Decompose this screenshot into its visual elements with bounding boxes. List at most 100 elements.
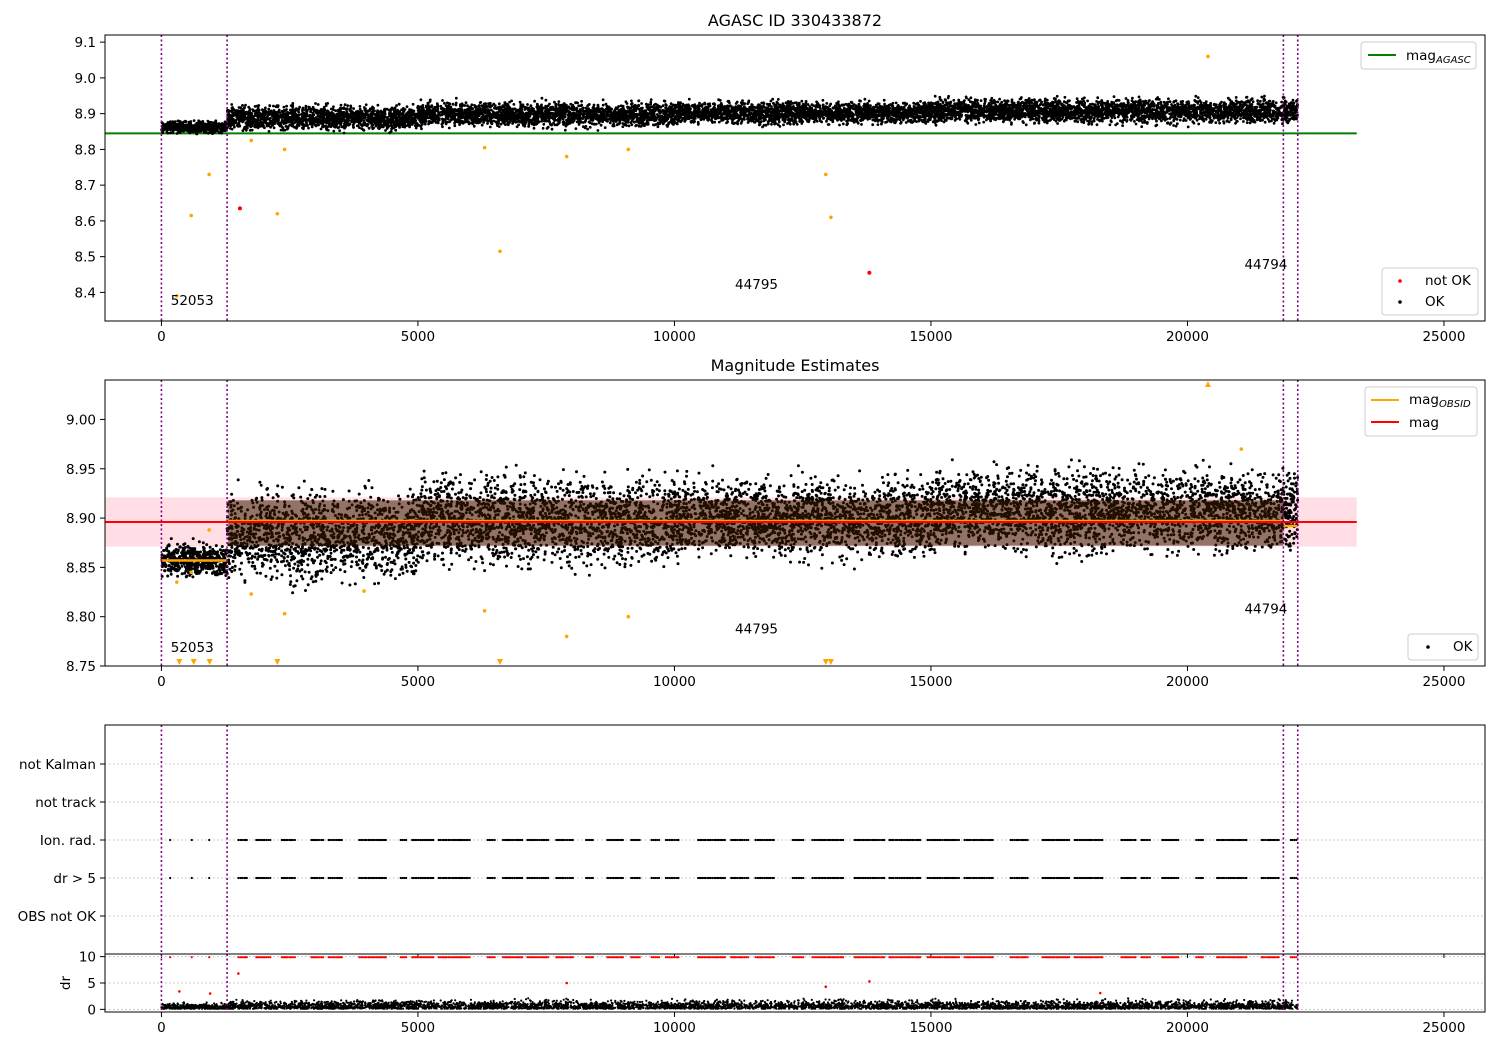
obsid-label: 52053 [171,293,214,309]
magnitude-panel-title: Magnitude Estimates [711,356,880,375]
clipped-low-marker [822,659,829,665]
outlier-point [282,147,287,152]
x-tick-label: 20000 [1166,1020,1209,1036]
x-tick-label: 25000 [1422,674,1465,690]
dr-outlier-point [565,981,569,985]
legend-mag-obsid-sub: OBSID [1439,399,1471,410]
outlier-point [823,172,828,177]
y-tick-label: 8.6 [75,214,96,230]
agasc-legend-bottom: not OK OK [1381,267,1479,316]
flag-label-not-track: not track [35,795,96,811]
x-tick-label: 10000 [653,674,696,690]
y-tick-label: 5 [87,976,96,992]
dr-outlier-point [1098,991,1102,995]
x-tick-label: 25000 [1422,329,1465,345]
magnitude-panel: Magnitude Estimates 52053 44795 44794 0 5000… [66,356,1486,690]
outlier-point [626,147,631,152]
x-tick-label: 15000 [909,329,952,345]
x-tick-label: 5000 [401,1020,435,1036]
y-tick-label: 8.90 [66,511,96,527]
axes-frame [104,34,1486,322]
obsid-label: 52053 [171,640,214,656]
magnitude-legend-top: magOBSID mag [1364,386,1478,437]
agasc-panel: AGASC ID 330433872 52053 44795 44794 0 5000 1… [75,11,1486,345]
clipped-low-marker [827,659,834,665]
outlier-point [207,528,211,532]
outlier-point [482,608,487,613]
not-ok-point [237,206,242,211]
dr-panel: 0 5000 10000 15000 20000 25000 0 5 10 dr [58,950,1486,1036]
y-tick-label: 10 [79,950,96,966]
y-tick-label: 8.5 [75,250,96,266]
flag-label-dr-gt-5: dr > 5 [53,871,96,887]
x-tick-label: 0 [157,329,166,345]
x-tick-label: 5000 [401,674,435,690]
y-tick-label: 9.1 [75,35,96,51]
x-tick-label: 0 [157,1020,166,1036]
clipped-high-marker [1204,381,1211,387]
y-tick-label: 8.9 [75,107,96,123]
legend-mag-agasc: mag [1406,48,1436,64]
ok-points [160,94,1300,136]
obsid-label: 44794 [1244,602,1287,618]
outlier-point [498,249,502,254]
legend-not-ok: not OK [1425,273,1472,289]
x-tick-label: 20000 [1166,329,1209,345]
legend-mag-agasc-sub: AGASC [1435,55,1471,66]
dr-plot-area: 0 5000 10000 15000 20000 25000 0 5 10 [79,950,1486,1036]
outlier-point [207,172,211,177]
clipped-low-marker [176,659,183,665]
dr-outlier-point [178,990,181,993]
outlier-point [275,211,280,216]
dr-ok-points [160,997,1299,1010]
x-tick-label: 20000 [1166,674,1209,690]
y-tick-label: 8.80 [66,610,96,626]
not-ok-point [867,270,872,275]
clipped-low-marker [206,659,213,665]
x-tick-label: 10000 [653,1020,696,1036]
outlier-point [282,611,287,616]
y-tick-label: 8.7 [75,178,96,194]
outlier-point [175,294,179,298]
outlier-point [564,154,569,159]
clipped-low-marker [274,659,281,665]
axes-frame [104,379,1486,667]
flag-label-ion-rad: Ion. rad. [40,833,96,849]
flag-label-obs-not-ok: OBS not OK [18,909,98,925]
y-tick-label: 8.8 [75,142,96,158]
dr-outlier-point [237,972,240,975]
magnitude-legend-bottom: OK [1407,633,1479,661]
legend-ok-2: OK [1453,639,1474,655]
outlier-point [362,589,366,593]
clipped-low-marker [190,659,197,665]
x-tick-label: 25000 [1422,1020,1465,1036]
agasc-legend-top: magAGASC [1360,41,1477,70]
x-tick-label: 0 [157,674,166,690]
outlier-point [1239,447,1244,451]
dr-outlier-point [824,985,828,988]
ok-points [160,458,1300,595]
x-tick-label: 5000 [401,329,435,345]
obsid-label: 44795 [735,621,778,637]
dr-outlier-point [208,992,212,995]
svg-text:magAGASC: magAGASC [1406,48,1471,66]
y-tick-label: 0 [87,1002,96,1018]
agasc-panel-title: AGASC ID 330433872 [708,11,882,30]
outlier-point [1206,54,1210,59]
dr-axis-label: dr [58,975,74,990]
obsid-label: 44795 [735,277,778,293]
legend-mag-obsid: mag [1409,392,1439,408]
outlier-point [189,213,193,218]
x-tick-label: 15000 [909,674,952,690]
outlier-point [249,138,254,143]
svg-text:magOBSID: magOBSID [1409,392,1471,410]
y-tick-label: 8.95 [66,462,96,478]
x-tick-label: 15000 [909,1020,952,1036]
magnitude-plot-area: 52053 44795 44794 0 5000 10000 15000 20000 25000… [66,379,1486,690]
outlier-point [626,614,631,619]
legend-ok: OK [1425,294,1446,310]
y-tick-label: 9.0 [75,71,96,87]
y-tick-label: 8.4 [75,285,96,301]
dr-outlier-point [868,980,871,983]
